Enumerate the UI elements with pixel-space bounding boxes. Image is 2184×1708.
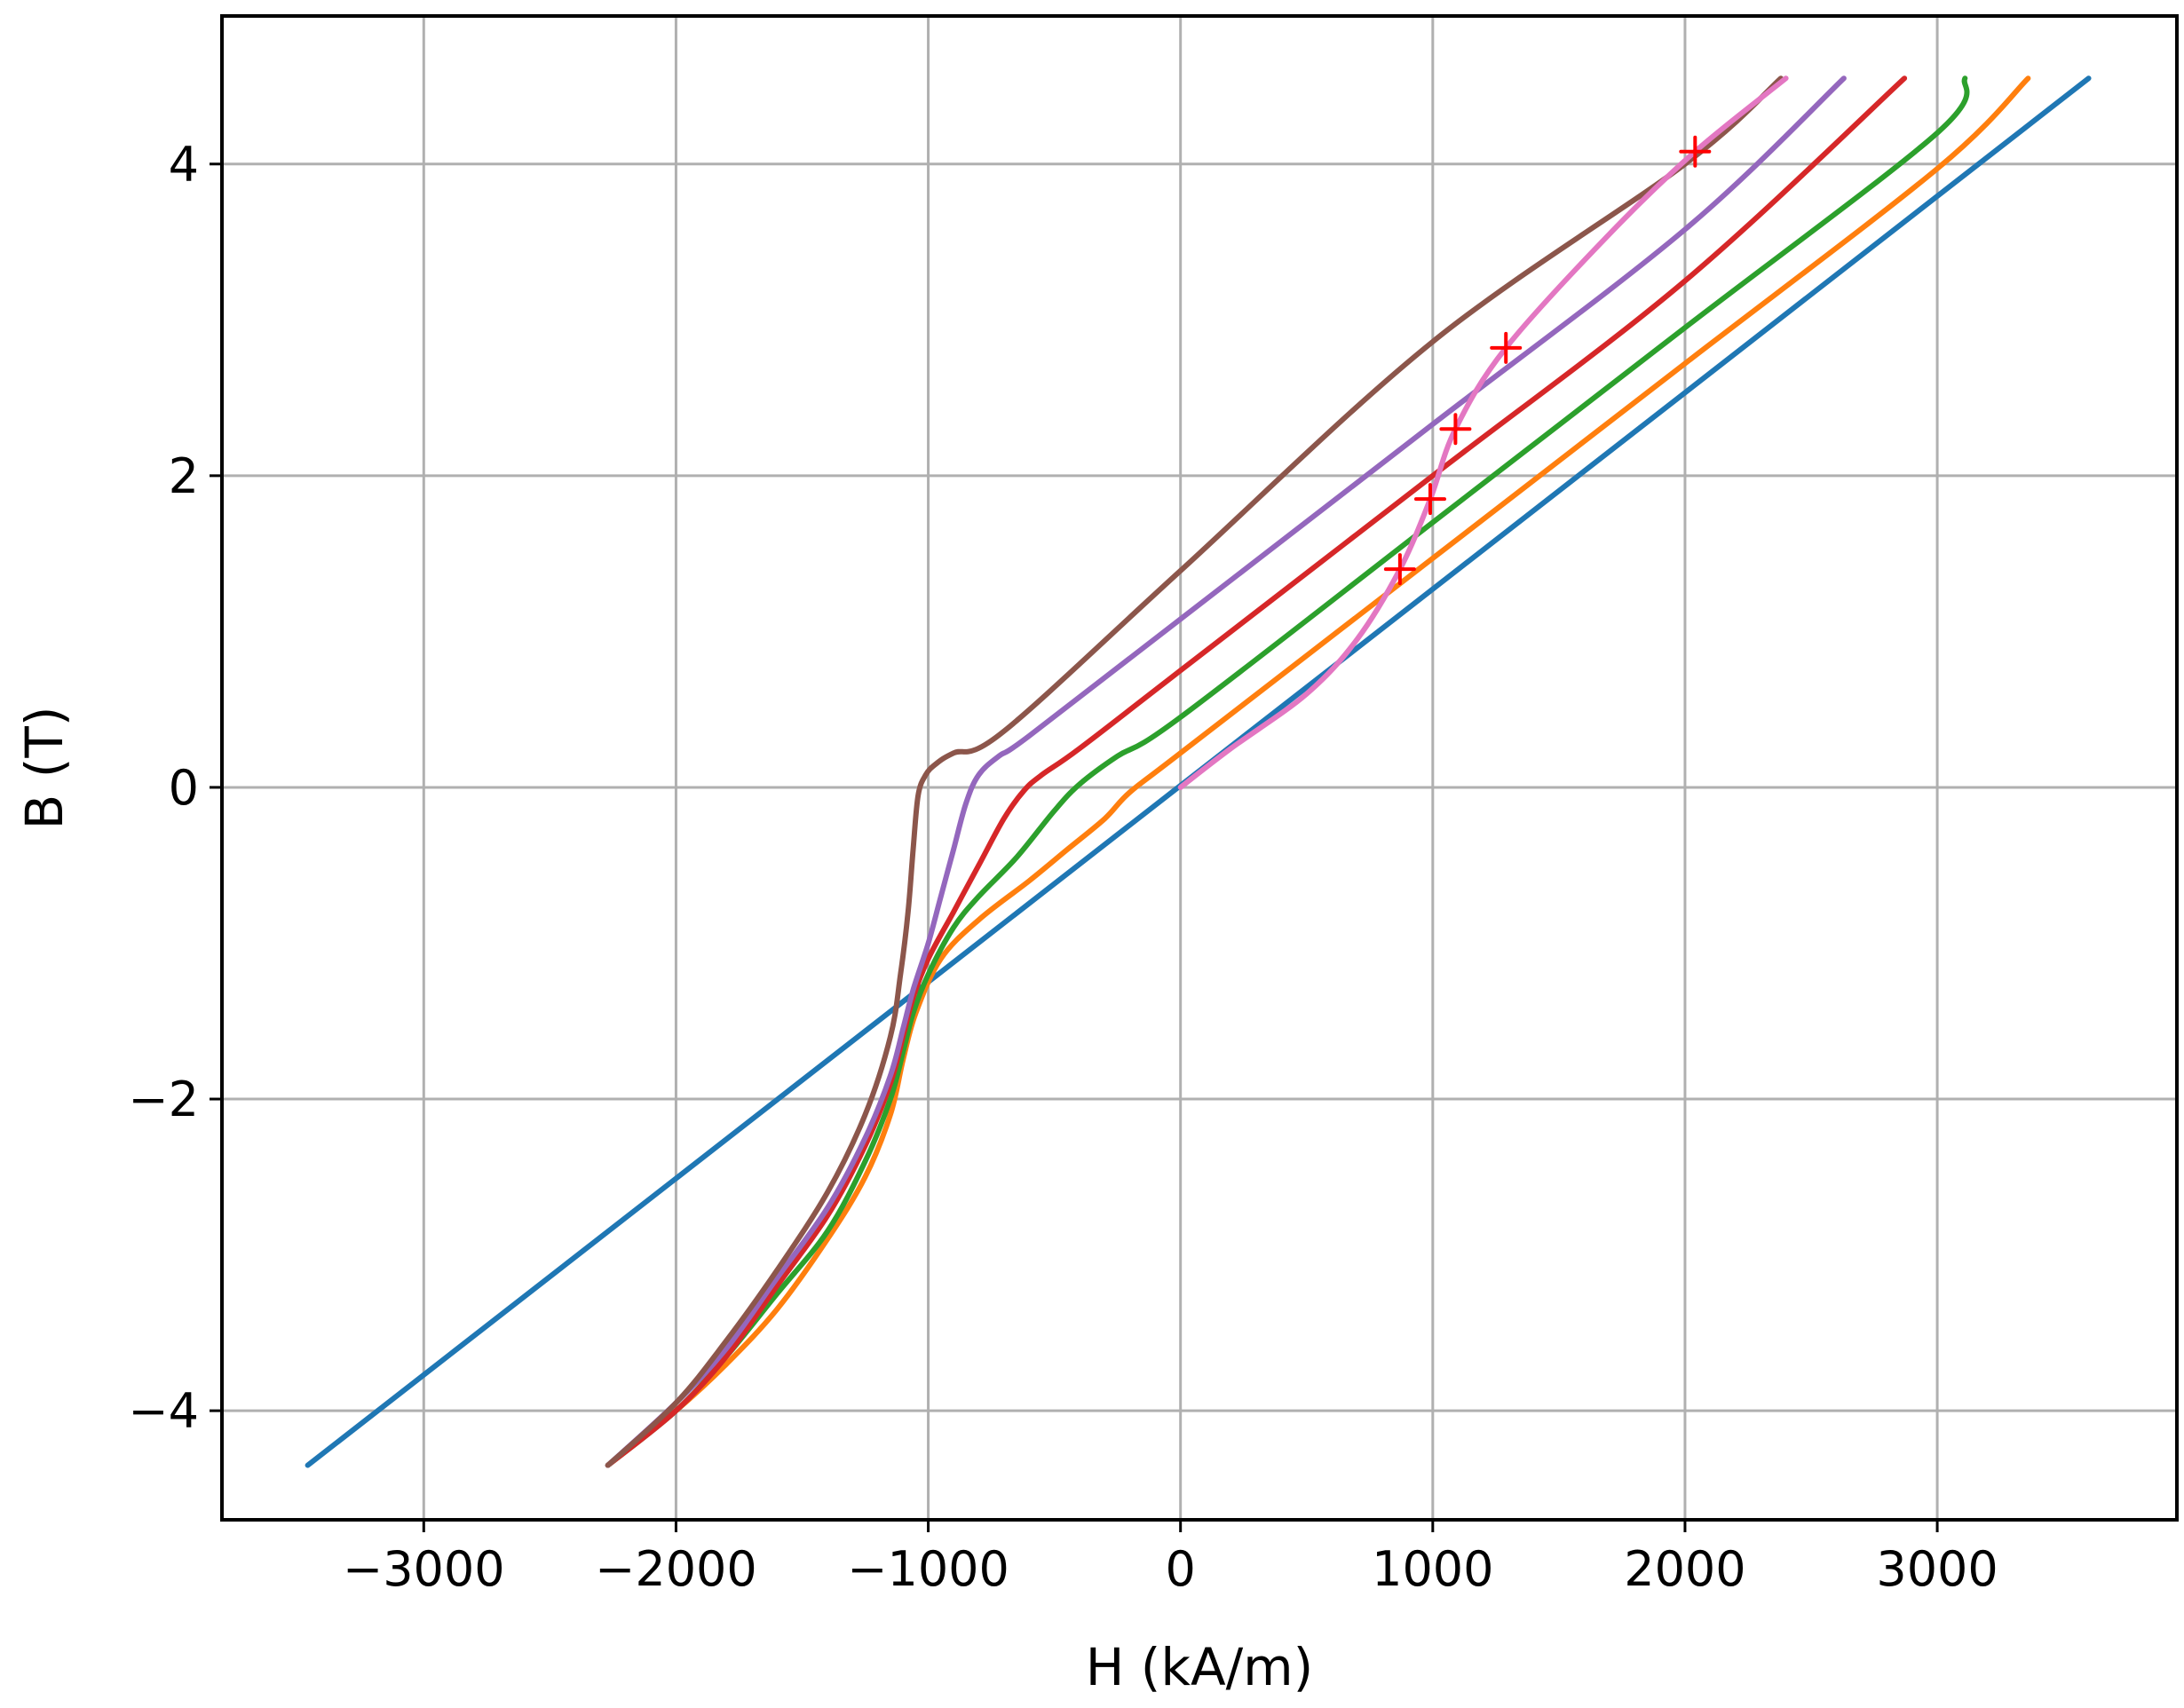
x-tick-label: 2000: [1624, 1541, 1745, 1597]
plus-marker: [1413, 483, 1446, 516]
x-tick-label: 3000: [1876, 1541, 1998, 1597]
y-tick-label: 4: [169, 137, 199, 193]
plus-marker: [1490, 331, 1523, 364]
series-line-2: [605, 75, 2031, 1468]
y-tick-label: 0: [169, 760, 199, 816]
plus-marker: [1439, 413, 1472, 446]
x-axis-label: H (kA/m): [1086, 1637, 1314, 1697]
x-tick-label: −2000: [595, 1541, 757, 1597]
x-tick-label: 1000: [1372, 1541, 1493, 1597]
x-tick-label: −1000: [847, 1541, 1009, 1597]
y-tick-label: −2: [128, 1071, 199, 1127]
ticks: −3000 −2000 −1000 0 1000 2000 3000 −4 −2 0 2 4: [128, 137, 1998, 1597]
series-line-5: [605, 75, 1847, 1468]
series-line-3: [605, 75, 1970, 1468]
y-axis-label: B (T): [14, 707, 75, 830]
y-tick-label: −4: [128, 1383, 199, 1439]
plus-marker: [1383, 553, 1416, 586]
marker-group: [1383, 135, 1712, 586]
x-tick-label: 0: [1166, 1541, 1196, 1597]
series-line-7: [1177, 75, 1789, 790]
plot-frame: [220, 14, 2179, 1522]
y-tick-label: 2: [169, 448, 199, 504]
series-group: [305, 75, 2092, 1468]
series-line-4: [605, 75, 1908, 1468]
grid: [222, 16, 2177, 1520]
plus-marker: [1679, 135, 1712, 168]
series-line-6: [605, 75, 1784, 1468]
x-tick-label: −3000: [343, 1541, 505, 1597]
